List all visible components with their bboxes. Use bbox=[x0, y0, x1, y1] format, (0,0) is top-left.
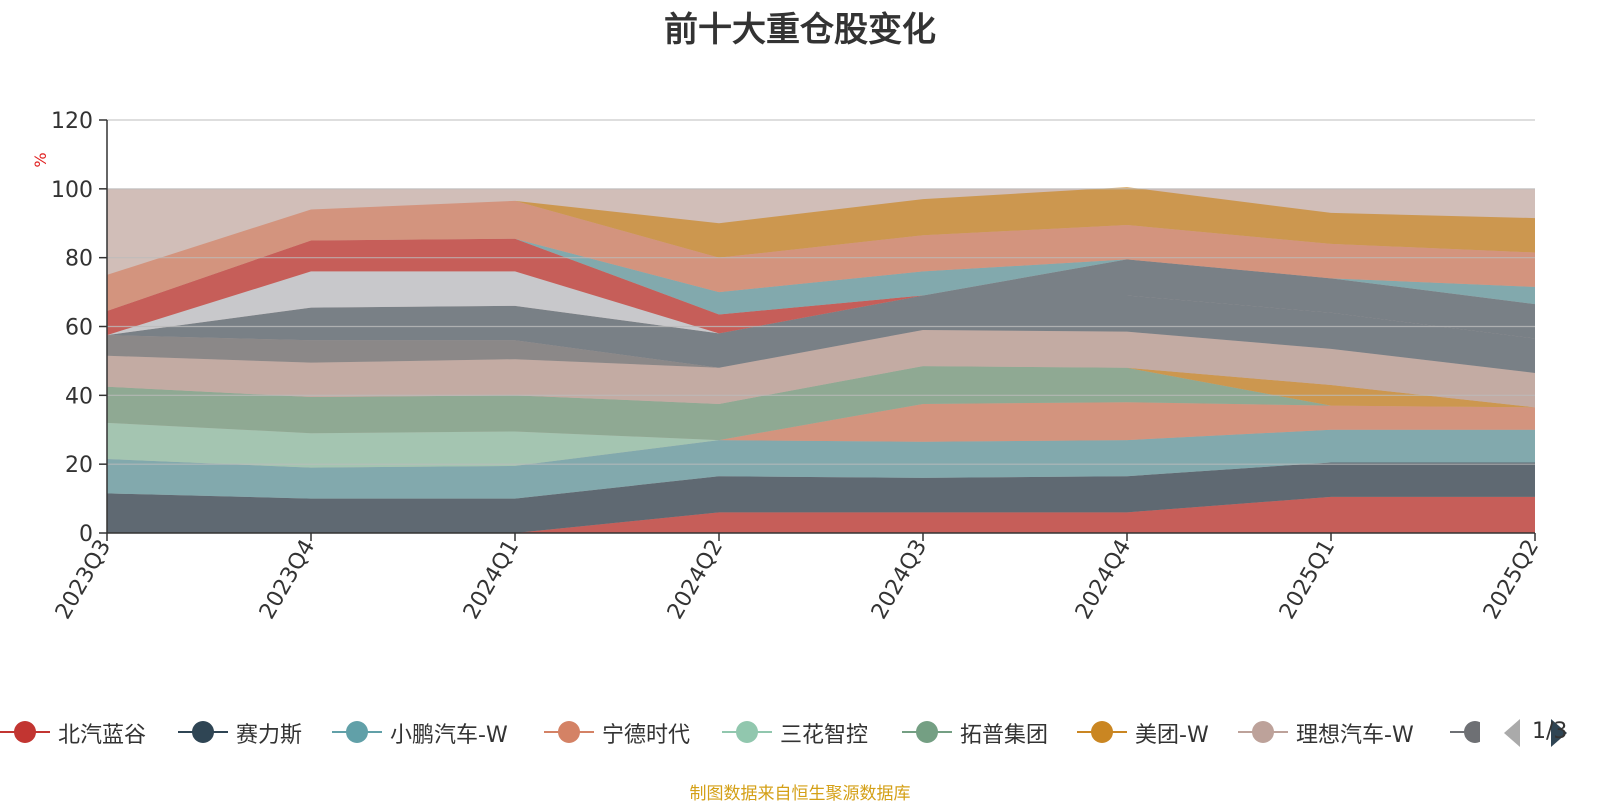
chart-plot: 0 20 40 60 80 100 120 2023Q3 2023Q4 2024Q1 2024Q2 2… bbox=[31, 109, 1544, 624]
legend-label: 拓普集团 bbox=[960, 723, 1049, 748]
legend-pager: 1/3 bbox=[1500, 716, 1600, 750]
legend-marker-icon bbox=[14, 721, 36, 743]
source-note: 制图数据来自恒生聚源数据库 bbox=[689, 784, 911, 804]
y-tick-label: 120 bbox=[51, 109, 93, 134]
legend-marker-icon bbox=[1464, 721, 1480, 743]
chart-title: 前十大重仓股变化 bbox=[664, 10, 936, 50]
x-tick-label: 2023Q3 bbox=[51, 536, 116, 624]
area-series-4 bbox=[107, 402, 1535, 468]
legend-prev-arrow-icon[interactable] bbox=[1504, 719, 1520, 747]
area-series-6 bbox=[107, 366, 1535, 441]
area-series-9 bbox=[107, 329, 1535, 373]
legend-marker-icon bbox=[346, 721, 368, 743]
y-tick-label: 0 bbox=[79, 522, 93, 547]
legend-marker-icon bbox=[1091, 721, 1113, 743]
legend-next-arrow-icon[interactable] bbox=[1551, 719, 1567, 747]
area-series-16 bbox=[107, 187, 1535, 275]
area-series-10 bbox=[107, 295, 1535, 373]
x-tick-label: 2024Q2 bbox=[663, 536, 728, 624]
legend: 北汽蓝谷 赛力斯 小鹏汽车-W 宁德时代 三花智控 拓普集团 美团-W 理想汽车-W bbox=[0, 712, 1600, 752]
legend-label: 小鹏汽车-W bbox=[390, 723, 508, 748]
x-tick-label: 2023Q4 bbox=[255, 536, 320, 624]
y-tick-label: 40 bbox=[65, 384, 93, 409]
legend-marker-icon bbox=[916, 721, 938, 743]
legend-label: 美团-W bbox=[1135, 723, 1209, 748]
y-tick-label: 60 bbox=[65, 316, 93, 341]
y-axis-label: % bbox=[31, 152, 50, 167]
area-series-11 bbox=[107, 271, 1535, 339]
legend-label: 理想汽车-W bbox=[1296, 723, 1414, 748]
area-series-2 bbox=[107, 462, 1535, 533]
x-tick-label: 2025Q2 bbox=[1479, 536, 1544, 624]
area-series-5 bbox=[107, 402, 1535, 468]
legend-page-indicator: 1/3 bbox=[1532, 719, 1568, 744]
legend-marker-icon bbox=[192, 721, 214, 743]
area-series-13 bbox=[107, 238, 1535, 336]
y-tick-label: 20 bbox=[65, 453, 93, 478]
area-series-8 bbox=[107, 329, 1535, 408]
x-tick-label: 2024Q3 bbox=[867, 536, 932, 624]
legend-marker-icon bbox=[1252, 721, 1274, 743]
legend-label: 宁德时代 bbox=[602, 723, 691, 748]
legend-marker-icon bbox=[558, 721, 580, 743]
x-tick-label: 2025Q1 bbox=[1275, 536, 1340, 624]
area-series-1 bbox=[107, 496, 1535, 533]
y-tick-label: 80 bbox=[65, 247, 93, 272]
area-series-12 bbox=[107, 259, 1535, 339]
x-tick-label: 2024Q1 bbox=[459, 536, 524, 624]
legend-marker-icon bbox=[736, 721, 758, 743]
area-series-14 bbox=[107, 238, 1535, 315]
x-tick-label: 2024Q4 bbox=[1071, 536, 1136, 624]
legend-label: 北汽蓝谷 bbox=[58, 723, 147, 748]
area-series-15 bbox=[107, 200, 1535, 312]
area-series-7 bbox=[107, 366, 1535, 408]
y-tick-label: 100 bbox=[51, 178, 93, 203]
legend-label: 赛力斯 bbox=[236, 723, 303, 748]
legend-item-truncated[interactable] bbox=[1450, 712, 1480, 752]
legend-label: 三花智控 bbox=[780, 723, 869, 748]
